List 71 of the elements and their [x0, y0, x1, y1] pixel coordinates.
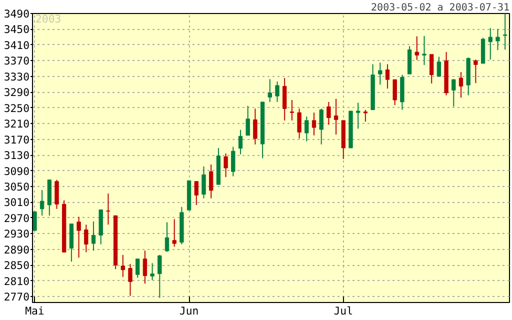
candlestick [253, 108, 258, 145]
candlestick [326, 101, 331, 126]
candlestick [378, 62, 382, 86]
candlestick [84, 224, 88, 253]
y-tick-label: 2890 [4, 243, 30, 256]
candlestick [474, 59, 478, 84]
y-tick-label: 3250 [4, 102, 30, 115]
candlestick [319, 108, 324, 145]
y-tick-label: 3490 [4, 8, 30, 20]
candlestick [209, 164, 214, 199]
candlestick [385, 64, 390, 90]
candlestick [458, 72, 464, 98]
candlestick [430, 54, 434, 84]
candlestick [172, 218, 176, 248]
y-tick-label: 3090 [4, 164, 30, 178]
candlestick [436, 56, 442, 77]
x-tick-label: Jul [334, 304, 354, 318]
candlestick [202, 166, 206, 199]
candlestick [246, 105, 250, 136]
y-tick-label: 3210 [4, 118, 30, 131]
candlestick [158, 254, 162, 298]
candlestick [392, 79, 397, 106]
candlestick [224, 152, 228, 178]
candlestick [54, 179, 59, 210]
candlestick [268, 78, 272, 102]
candlestick [290, 100, 294, 121]
text: 2003-05-02 a 2003-07-31 [371, 2, 510, 14]
candlestick [297, 108, 302, 140]
y-tick-label: 2770 [4, 290, 30, 304]
candlestick [488, 28, 492, 60]
y-tick-label: 2930 [4, 228, 30, 241]
y-tick-label: 3330 [4, 70, 30, 84]
candlestick [120, 254, 125, 278]
y-tick-label: 2850 [4, 259, 30, 272]
candlestick [128, 263, 132, 296]
candlestick [452, 78, 456, 108]
candlestick [91, 221, 96, 252]
candlestick [106, 193, 110, 226]
y-tick-label: 2970 [4, 212, 30, 225]
candlestick [312, 112, 316, 136]
candlestick [136, 258, 140, 278]
candlestick [503, 14, 508, 50]
y-tick-label: 3290 [4, 86, 30, 100]
candlestick [142, 250, 148, 284]
candlestick [422, 35, 426, 66]
candlestick [363, 109, 368, 122]
candlestick [304, 116, 309, 142]
y-tick-label: 2810 [4, 274, 30, 288]
y-tick-label: 3170 [4, 133, 30, 146]
y-tick-label: 3450 [4, 23, 30, 36]
candlestick [194, 180, 198, 206]
candlestick [150, 262, 154, 281]
candlestick [76, 216, 81, 258]
y-tick-label: 3010 [4, 196, 30, 210]
x-tick-label: Jun [179, 304, 199, 318]
candlestick [414, 36, 419, 60]
candlestick [356, 102, 360, 130]
candlestick [164, 222, 170, 252]
candlestick [275, 81, 280, 102]
x-tick-label: Mai [25, 304, 44, 318]
candlestick [40, 190, 44, 216]
candlestick [282, 77, 287, 121]
candlestick [496, 28, 500, 51]
candlestick [238, 129, 243, 155]
y-tick-label: 3370 [4, 54, 30, 68]
y-tick-label: 3130 [4, 149, 30, 162]
candlestick [334, 98, 338, 136]
candlestick [32, 211, 37, 232]
y-tick-label: 3410 [4, 38, 30, 52]
candlestick [231, 146, 236, 177]
y-tick-label: 3050 [4, 180, 30, 194]
